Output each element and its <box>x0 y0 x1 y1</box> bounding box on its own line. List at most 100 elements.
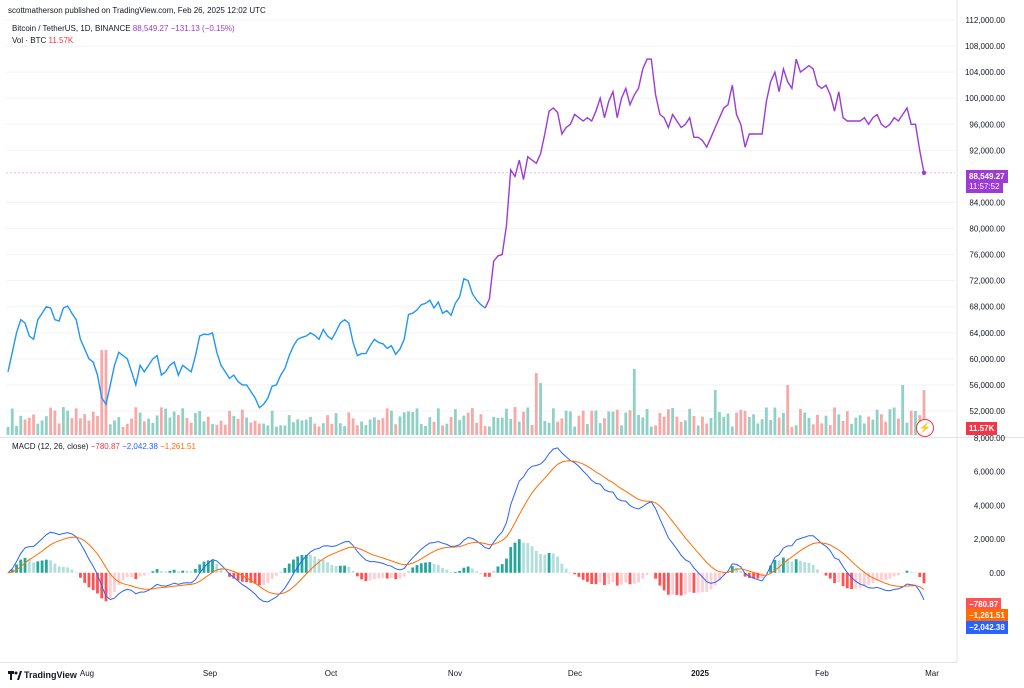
macd-histogram-bar <box>594 572 598 585</box>
volume-bar <box>407 411 410 435</box>
macd-histogram-bar <box>394 572 398 580</box>
macd-histogram-bar <box>223 572 227 574</box>
macd-histogram-bar <box>735 567 738 573</box>
macd-histogram-bar <box>334 565 338 573</box>
macd-histogram-bar <box>44 559 48 573</box>
macd-histogram-bar <box>730 566 734 573</box>
macd-histogram-bar <box>888 572 892 579</box>
macd-legend[interactable]: MACD (12, 26, close) −780.87 −2,042.38 −… <box>12 442 196 451</box>
last-price-point <box>921 170 927 175</box>
macd-histogram-bar <box>764 572 768 573</box>
volume-bar <box>355 425 359 435</box>
macd-histogram-bar <box>6 572 10 574</box>
volume-bar <box>828 425 832 435</box>
macd-histogram-bar <box>279 571 283 573</box>
macd-histogram-bar <box>228 572 231 577</box>
volume-bar <box>189 422 193 435</box>
volume-bar <box>168 417 172 435</box>
macd-histogram-bar <box>360 572 364 580</box>
macd-histogram-bar <box>577 572 581 577</box>
macd-histogram-bar <box>309 555 312 573</box>
footer-brand[interactable]: TradingView <box>8 670 77 680</box>
time-tick-label: Mar <box>925 669 939 678</box>
macd-histogram-bar <box>722 572 726 576</box>
macd-histogram-bar <box>551 553 555 573</box>
price-tick-label: 52,000.00 <box>969 407 1005 416</box>
volume-bar <box>914 411 917 435</box>
macd-histogram-bar <box>142 572 146 576</box>
macd-histogram-bar <box>368 572 372 581</box>
price-tick-label: 84,000.00 <box>969 198 1005 207</box>
volume-bar <box>862 423 866 435</box>
macd-histogram-bar <box>807 563 811 573</box>
volume-bar <box>373 417 376 435</box>
macd-signal-value: −1,261.51 <box>160 442 196 451</box>
macd-histogram-bar <box>684 572 687 595</box>
volume-bar <box>560 418 564 435</box>
volume-bar <box>539 383 542 435</box>
macd-histogram-bar <box>752 572 755 579</box>
macd-histogram-bar <box>556 556 559 573</box>
macd-histogram-bar <box>159 570 163 573</box>
volume-legend[interactable]: Vol · BTC 11.57K <box>12 36 73 45</box>
countdown-tag: 11:57:52 <box>966 180 1003 193</box>
volume-bar <box>909 410 913 435</box>
macd-histogram-bar <box>104 572 108 602</box>
volume-bar <box>475 422 479 435</box>
volume-bar <box>27 417 31 435</box>
volume-bar <box>100 350 104 435</box>
volume-bar <box>624 412 628 435</box>
volume-bar <box>658 412 662 435</box>
symbol-legend[interactable]: Bitcoin / TetherUS, 1D, BINANCE 88,549.2… <box>12 24 235 33</box>
volume-bar <box>496 417 500 435</box>
macd-histogram-bar <box>317 559 321 573</box>
volume-bar <box>649 426 653 435</box>
volume-bar <box>108 424 112 435</box>
macd-tick-label: 6,000.00 <box>974 468 1006 477</box>
volume-bar <box>287 415 291 435</box>
volume-bar <box>556 421 559 435</box>
macd-histogram-bar <box>270 572 274 579</box>
volume-bar <box>747 417 751 435</box>
macd-histogram-bar <box>449 572 453 573</box>
volume-bar <box>701 416 704 435</box>
macd-histogram-bar <box>922 572 926 584</box>
symbol-name: Bitcoin / TetherUS, 1D, BINANCE <box>12 24 131 33</box>
volume-bar <box>458 420 462 435</box>
volume-bar <box>530 424 534 435</box>
volume-bar <box>159 407 163 435</box>
volume-bar <box>922 390 926 435</box>
volume-bar <box>879 414 883 435</box>
volume-bar <box>479 414 483 435</box>
volume-bar <box>615 409 619 435</box>
macd-histogram-bar <box>820 572 824 574</box>
macd-histogram-bar <box>841 572 845 587</box>
macd-histogram-bar <box>662 572 666 591</box>
volume-bar <box>15 425 18 435</box>
volume-bar <box>730 426 734 435</box>
macd-tick-label: 0.00 <box>989 569 1005 578</box>
macd-histogram-bar <box>236 572 240 581</box>
macd-histogram-bar <box>436 564 440 573</box>
macd-histogram-bar <box>645 572 649 575</box>
macd-histogram-bar <box>909 571 913 573</box>
macd-histogram-bar <box>833 572 836 584</box>
volume-bar <box>385 408 389 435</box>
volume-bar <box>884 421 888 435</box>
lightning-icon[interactable]: ⚡ <box>916 419 934 437</box>
price-tick-label: 76,000.00 <box>969 251 1005 260</box>
volume-bar <box>270 410 274 435</box>
volume-bar <box>488 426 491 435</box>
macd-histogram-bar <box>40 560 44 573</box>
price-tick-label: 96,000.00 <box>969 120 1005 129</box>
volume-bar <box>91 411 95 435</box>
volume-bar <box>628 410 632 435</box>
volume-bar <box>534 373 538 435</box>
macd-histogram-bar <box>794 559 798 573</box>
macd-histogram-bar <box>632 572 636 584</box>
macd-histogram-bar <box>138 572 142 577</box>
macd-histogram-bar <box>172 569 176 573</box>
macd-histogram-bar <box>108 572 112 599</box>
volume-bar <box>586 424 589 435</box>
volume-bar <box>198 411 202 435</box>
